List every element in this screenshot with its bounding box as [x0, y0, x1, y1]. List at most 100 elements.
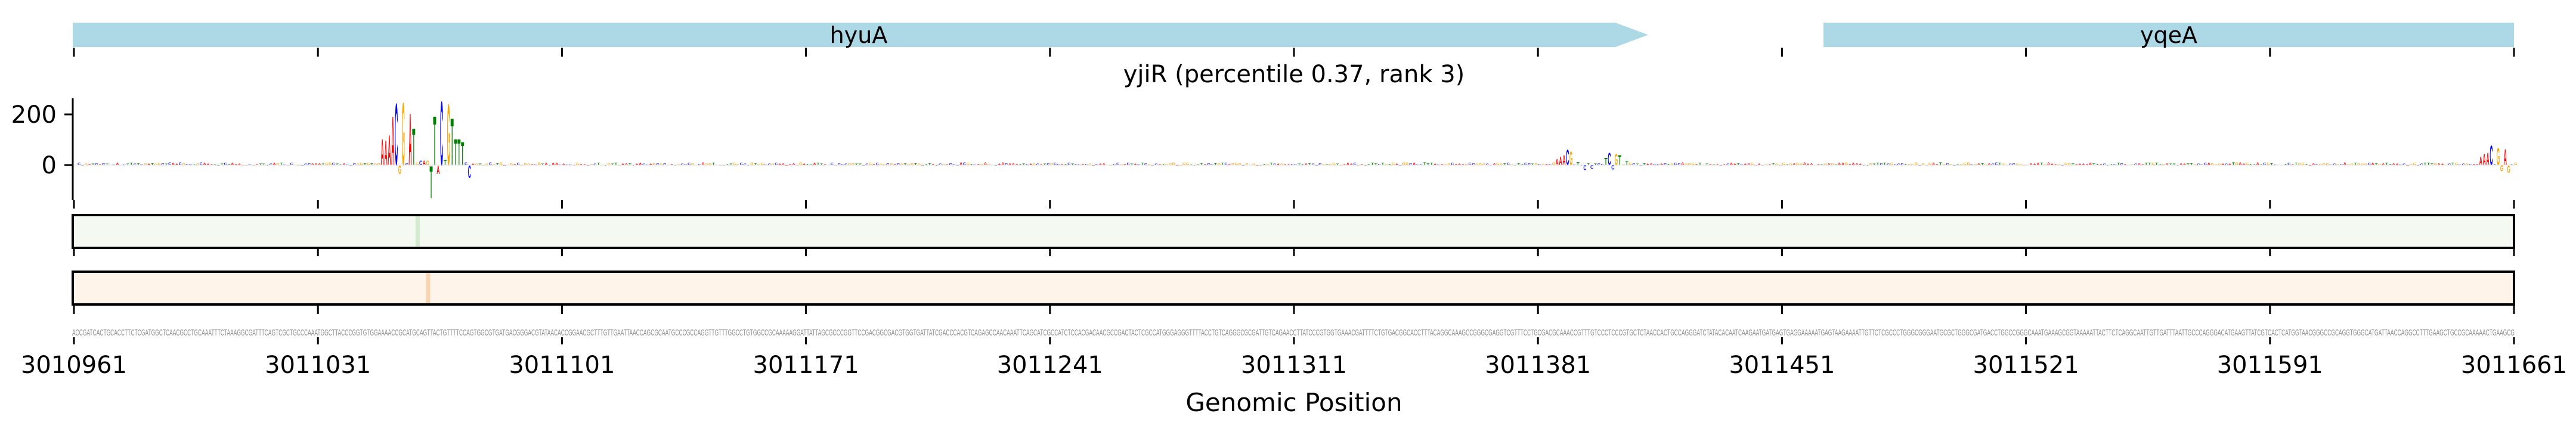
logo-letter-minor: A	[1277, 163, 1280, 166]
logo-letter-minor: A	[1458, 164, 1462, 166]
logo-letter-minor: T	[2190, 163, 2193, 166]
logo-letter-minor: C	[1486, 163, 1490, 166]
logo-letter-minor: T	[1426, 163, 1429, 166]
logo-letter-minor: C	[1995, 163, 1998, 166]
logo-letter-minor: C	[1507, 163, 1510, 166]
logo-letter-minor: G	[653, 163, 656, 166]
logo-letter-minor: G	[911, 163, 914, 166]
logo-letter-minor: C	[2197, 163, 2200, 166]
logo-letter-T: T	[1618, 153, 1621, 169]
logo-letter-A: A	[408, 98, 411, 181]
logo-letter-minor: A	[2392, 163, 2396, 166]
logo-letter-minor: T	[1162, 164, 1165, 166]
logo-letter-minor: A	[1015, 164, 1019, 166]
x-tick-label: 3011381	[1485, 352, 1591, 379]
track-highlight	[426, 272, 431, 304]
logo-letter-minor: C	[349, 165, 352, 166]
logo-letter-minor: T	[1214, 163, 1217, 166]
logo-letter-minor: T	[1514, 165, 1518, 166]
logo-letter-minor: G	[510, 163, 513, 166]
logo-letter-minor: G	[869, 163, 872, 166]
logo-letter-minor: C	[663, 163, 667, 166]
logo-letter-minor: C	[270, 163, 273, 166]
logo-letter-minor: G	[880, 164, 883, 166]
logo-letter-minor: A	[1350, 164, 1354, 166]
logo-letter-minor: T	[151, 163, 154, 166]
logo-letter-minor: C	[1311, 163, 1315, 166]
logo-letter-minor: G	[1490, 165, 1493, 166]
logo-letter-minor: G	[144, 163, 147, 166]
x-tick-label: 3011241	[997, 352, 1103, 379]
logo-y-axis: 200 0	[11, 98, 74, 200]
logo-letter-minor: G	[2326, 163, 2329, 166]
logo-letter-minor: T	[1071, 163, 1075, 166]
logo-letter-minor: A	[998, 164, 1001, 166]
logo-letter-minor: A	[206, 163, 210, 166]
logo-letter-minor: A	[1493, 163, 1496, 166]
logo-letter-minor: A	[872, 164, 876, 166]
logo-letter-minor: C	[2120, 163, 2124, 166]
logo-letter-minor: T	[1820, 164, 1824, 166]
logo-letter-minor: C	[768, 164, 772, 166]
logo-letter-minor: G	[2514, 163, 2517, 166]
x-tick-label: 3011171	[753, 352, 859, 379]
gene-yqeA-bar[interactable]	[1823, 23, 2514, 47]
logo-letter-minor: C	[353, 163, 357, 166]
logo-letter-minor: G	[2218, 164, 2221, 166]
logo-letter-minor: A	[1744, 164, 1747, 166]
logo-letter-T: T	[454, 132, 457, 173]
logo-letter-T: T	[457, 132, 460, 173]
logo-letter-minor: T	[1883, 163, 1887, 166]
logo-letter-minor: G	[1831, 163, 1834, 166]
logo-letter-minor: A	[172, 163, 175, 166]
logo-letter-minor: C	[642, 164, 646, 166]
logo-letter-minor: G	[1552, 163, 1555, 166]
logo-letter-minor: C	[78, 163, 80, 166]
logo-letter-minor: A	[621, 164, 625, 166]
logo-letter-minor: G	[1172, 163, 1175, 166]
logo-letter-minor: G	[1925, 165, 1928, 166]
gene-track: hyuA yqeA	[73, 22, 2514, 48]
logo-letter-minor: A	[1810, 163, 1813, 166]
logo-letter-minor: A	[1747, 163, 1751, 166]
logo-letter-minor: T	[91, 164, 95, 166]
logo-letter-minor: C	[1953, 165, 1956, 166]
logo-letter-minor: T	[1939, 163, 1943, 166]
logo-letter-minor: T	[1737, 163, 1740, 166]
logo-letter-minor: G	[2465, 164, 2469, 166]
logo-letter-minor: A	[203, 163, 206, 166]
logo-letter-minor: G	[967, 163, 970, 166]
logo-letter-minor: T	[1531, 163, 1535, 166]
logo-letter-minor: C	[1719, 165, 1722, 166]
logo-letter-minor: T	[2284, 164, 2287, 166]
logo-letter-minor: G	[2246, 163, 2249, 166]
logo-letter-minor: T	[2145, 163, 2148, 166]
logo-letter-minor: C	[2012, 163, 2015, 166]
logo-letter-minor: T	[2423, 163, 2427, 166]
logo-letter-minor: C	[290, 163, 293, 166]
x-tick-label: 3011521	[1973, 352, 2079, 379]
logo-letter-minor: A	[1092, 165, 1095, 166]
logo-letter-minor: A	[1029, 164, 1033, 166]
logo-letter-minor: A	[667, 165, 670, 166]
logo-letter-minor: A	[2308, 165, 2311, 166]
logo-letter-minor: G	[1392, 163, 1395, 166]
logo-letter-minor: C	[1639, 165, 1642, 166]
logo-letter-minor: T	[2040, 163, 2044, 166]
logo-letter-minor: C	[1249, 165, 1252, 166]
logo-letter-minor: A	[1841, 163, 1844, 166]
gene-hyuA-arrow[interactable]	[73, 23, 1648, 47]
logo-letter-minor: G	[848, 163, 851, 166]
logo-letter-minor: G	[1280, 163, 1283, 166]
logo-letter-minor: C	[1524, 163, 1527, 166]
logo-letter-C: C	[1608, 149, 1611, 169]
logo-letter-A: A	[388, 126, 391, 174]
y-tick-label-0: 0	[42, 152, 57, 179]
logo-letter-minor: G	[538, 163, 541, 166]
logo-letter-minor: G	[1915, 163, 1918, 166]
logo-letter-minor: C	[1409, 163, 1413, 166]
x-tick-label: 3011101	[509, 352, 615, 379]
logo-letter-minor: T	[747, 165, 750, 166]
logo-letter-minor: C	[1946, 163, 1949, 166]
